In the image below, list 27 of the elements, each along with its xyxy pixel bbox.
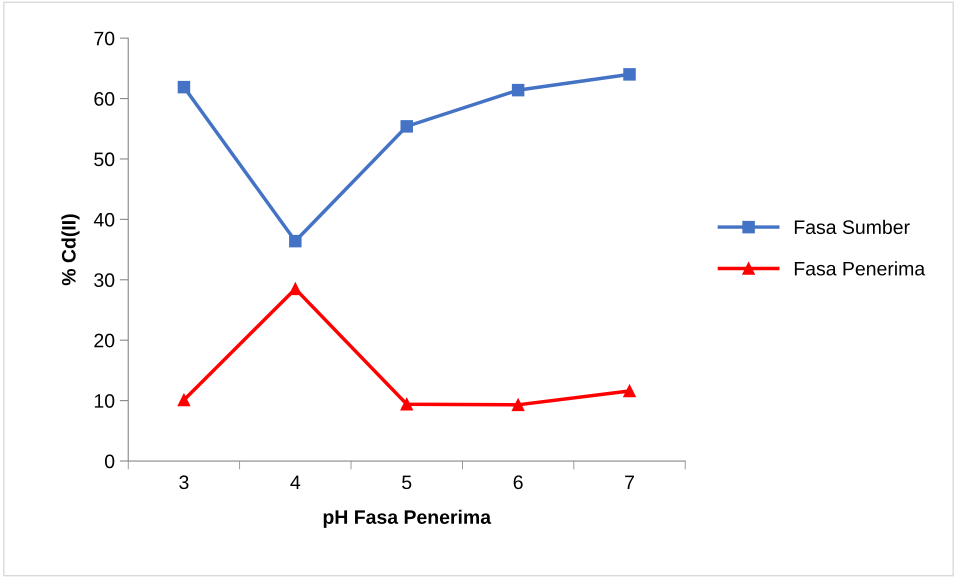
x-tick-label: 7	[625, 476, 634, 489]
y-tick-label: 30	[94, 273, 114, 288]
x-tick-label: 3	[179, 475, 188, 490]
x-tick-label: 6	[514, 475, 523, 490]
point	[623, 384, 636, 398]
x-tick-label: 5	[402, 476, 412, 490]
y-axis-title: % Cd(II)	[61, 214, 80, 286]
x-tick-label: 4	[290, 476, 300, 489]
y-tick-label: 50	[94, 152, 114, 166]
y-tick-label: 60	[94, 92, 114, 106]
legend-label: Fasa Penerima	[794, 261, 926, 276]
y-tick-label: 40	[94, 212, 114, 227]
y-tick-label: 70	[94, 32, 114, 46]
point	[289, 282, 302, 296]
point	[623, 68, 636, 81]
y-tick-label: 20	[94, 334, 114, 348]
point	[512, 398, 524, 412]
point	[178, 394, 190, 406]
y-tick-label: 10	[94, 394, 114, 408]
point	[400, 398, 413, 410]
legend-label: Fasa Sumber	[794, 220, 910, 234]
point	[178, 80, 190, 94]
x-axis-title: pH Fasa Penerima	[324, 510, 492, 528]
point	[400, 120, 413, 133]
point	[512, 84, 524, 96]
point	[289, 234, 302, 248]
y-tick-label: 0	[104, 454, 114, 468]
